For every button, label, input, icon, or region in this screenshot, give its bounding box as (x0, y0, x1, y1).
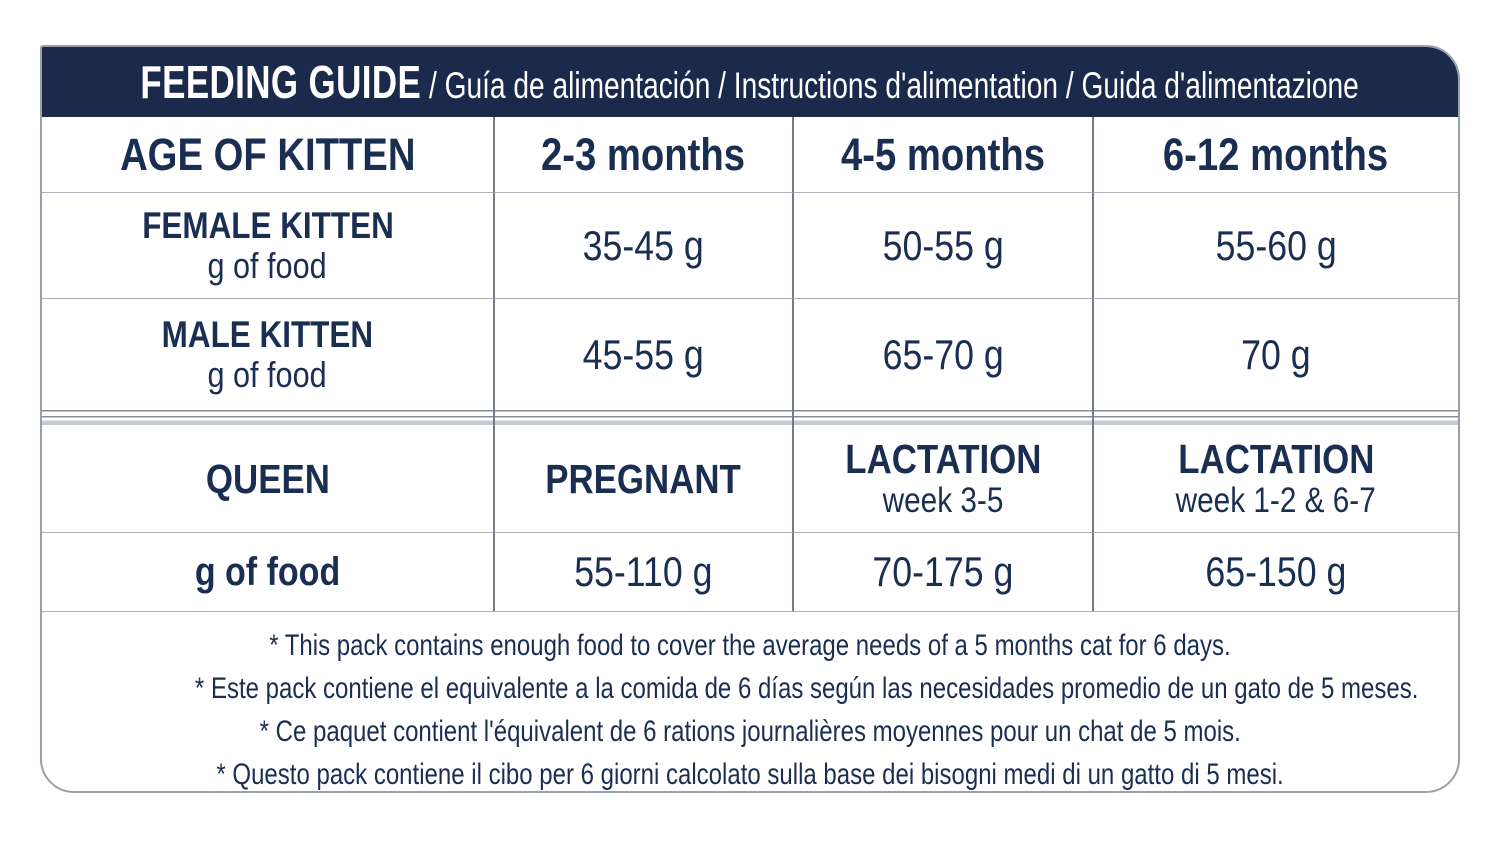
note-text: * Questo pack contiene il cibo per 6 gio… (216, 758, 1284, 791)
title-translations: / Guía de alimentación / Instructions d'… (421, 65, 1360, 106)
note-fr: * Ce paquet contient l'équivalent de 6 r… (42, 712, 1458, 752)
note-en: * This pack contains enough food to cove… (42, 626, 1458, 666)
feeding-guide-card: FEEDING GUIDE / Guía de alimentación / I… (40, 45, 1460, 793)
stage-header-lactation-3-5: LACTATION week 3-5 (792, 426, 1092, 532)
female-kitten-value-6-12: 55-60 g (1092, 192, 1458, 298)
male-kitten-row-label-cell: MALE KITTEN g of food (42, 298, 493, 410)
queen-food-row-label-cell: g of food (42, 532, 493, 611)
age-of-kitten-header-cell: AGE OF KITTEN (42, 117, 493, 192)
note-es: * Este pack contiene el equivalente a la… (42, 669, 1458, 709)
separator-segment (493, 410, 792, 426)
kitten-feeding-table: AGE OF KITTEN 2-3 months 4-5 months 6-12… (42, 117, 1458, 410)
age-column-header-2-3: 2-3 months (493, 117, 792, 192)
food-amount: 45-55 g (582, 330, 705, 378)
separator-segment (792, 410, 1092, 426)
male-kitten-value-2-3: 45-55 g (493, 298, 792, 410)
stage-header-pregnant: PREGNANT (493, 426, 792, 532)
age-col-label: 6-12 months (1163, 128, 1389, 180)
female-kitten-value-2-3: 35-45 g (493, 192, 792, 298)
section-separator-rule (42, 410, 1458, 426)
age-of-kitten-label: AGE OF KITTEN (119, 128, 416, 180)
footnotes: * This pack contains enough food to cove… (42, 612, 1458, 791)
food-amount: 70-175 g (872, 548, 1014, 595)
female-kitten-row-label-cell: FEMALE KITTEN g of food (42, 192, 493, 298)
note-it: * Questo pack contiene il cibo per 6 gio… (42, 755, 1458, 791)
title-bar: FEEDING GUIDE / Guía de alimentación / I… (42, 47, 1458, 117)
page-title: FEEDING GUIDE / Guía de alimentación / I… (141, 55, 1359, 109)
queen-value-lactation-3-5: 70-175 g (792, 532, 1092, 611)
male-kitten-value-4-5: 65-70 g (792, 298, 1092, 410)
food-amount: 50-55 g (882, 221, 1004, 269)
age-column-header-6-12: 6-12 months (1092, 117, 1458, 192)
food-amount: 65-150 g (1205, 548, 1347, 595)
age-col-label: 2-3 months (541, 128, 746, 180)
row-unit: g of food (207, 353, 328, 395)
food-amount: 65-70 g (882, 330, 1004, 378)
food-amount: 55-110 g (574, 548, 713, 595)
stage-title: LACTATION (1177, 436, 1375, 482)
age-col-label: 4-5 months (840, 128, 1046, 180)
food-amount: 35-45 g (582, 221, 705, 269)
stage-header-lactation-1-2-6-7: LACTATION week 1-2 & 6-7 (1092, 426, 1458, 532)
age-column-header-4-5: 4-5 months (792, 117, 1092, 192)
queen-feeding-table: QUEEN PREGNANT LACTATION week 3-5 LACTAT… (42, 426, 1458, 612)
queen-header-cell: QUEEN (42, 426, 493, 532)
food-amount: 55-60 g (1215, 221, 1337, 269)
stage-title: PREGNANT (545, 456, 742, 502)
row-label: g of food (194, 549, 341, 594)
separator-segment (1092, 410, 1458, 426)
row-label: MALE KITTEN (161, 313, 374, 355)
female-kitten-value-4-5: 50-55 g (792, 192, 1092, 298)
row-label: FEMALE KITTEN (141, 204, 394, 246)
row-unit: g of food (207, 244, 328, 286)
stage-title: LACTATION (844, 436, 1042, 482)
queen-value-pregnant: 55-110 g (493, 532, 792, 611)
stage-weeks: week 1-2 & 6-7 (1175, 481, 1377, 520)
stage-weeks: week 3-5 (882, 481, 1004, 520)
separator-segment (42, 410, 493, 426)
queen-label: QUEEN (205, 456, 330, 502)
food-amount: 70 g (1241, 330, 1311, 378)
title-main: FEEDING GUIDE (140, 56, 422, 108)
note-text: * This pack contains enough food to cove… (269, 629, 1231, 662)
queen-value-lactation-1-2-6-7: 65-150 g (1092, 532, 1458, 611)
note-text: * Ce paquet contient l'équivalent de 6 r… (259, 715, 1241, 748)
male-kitten-value-6-12: 70 g (1092, 298, 1458, 410)
note-text: * Este pack contiene el equivalente a la… (194, 672, 1419, 705)
